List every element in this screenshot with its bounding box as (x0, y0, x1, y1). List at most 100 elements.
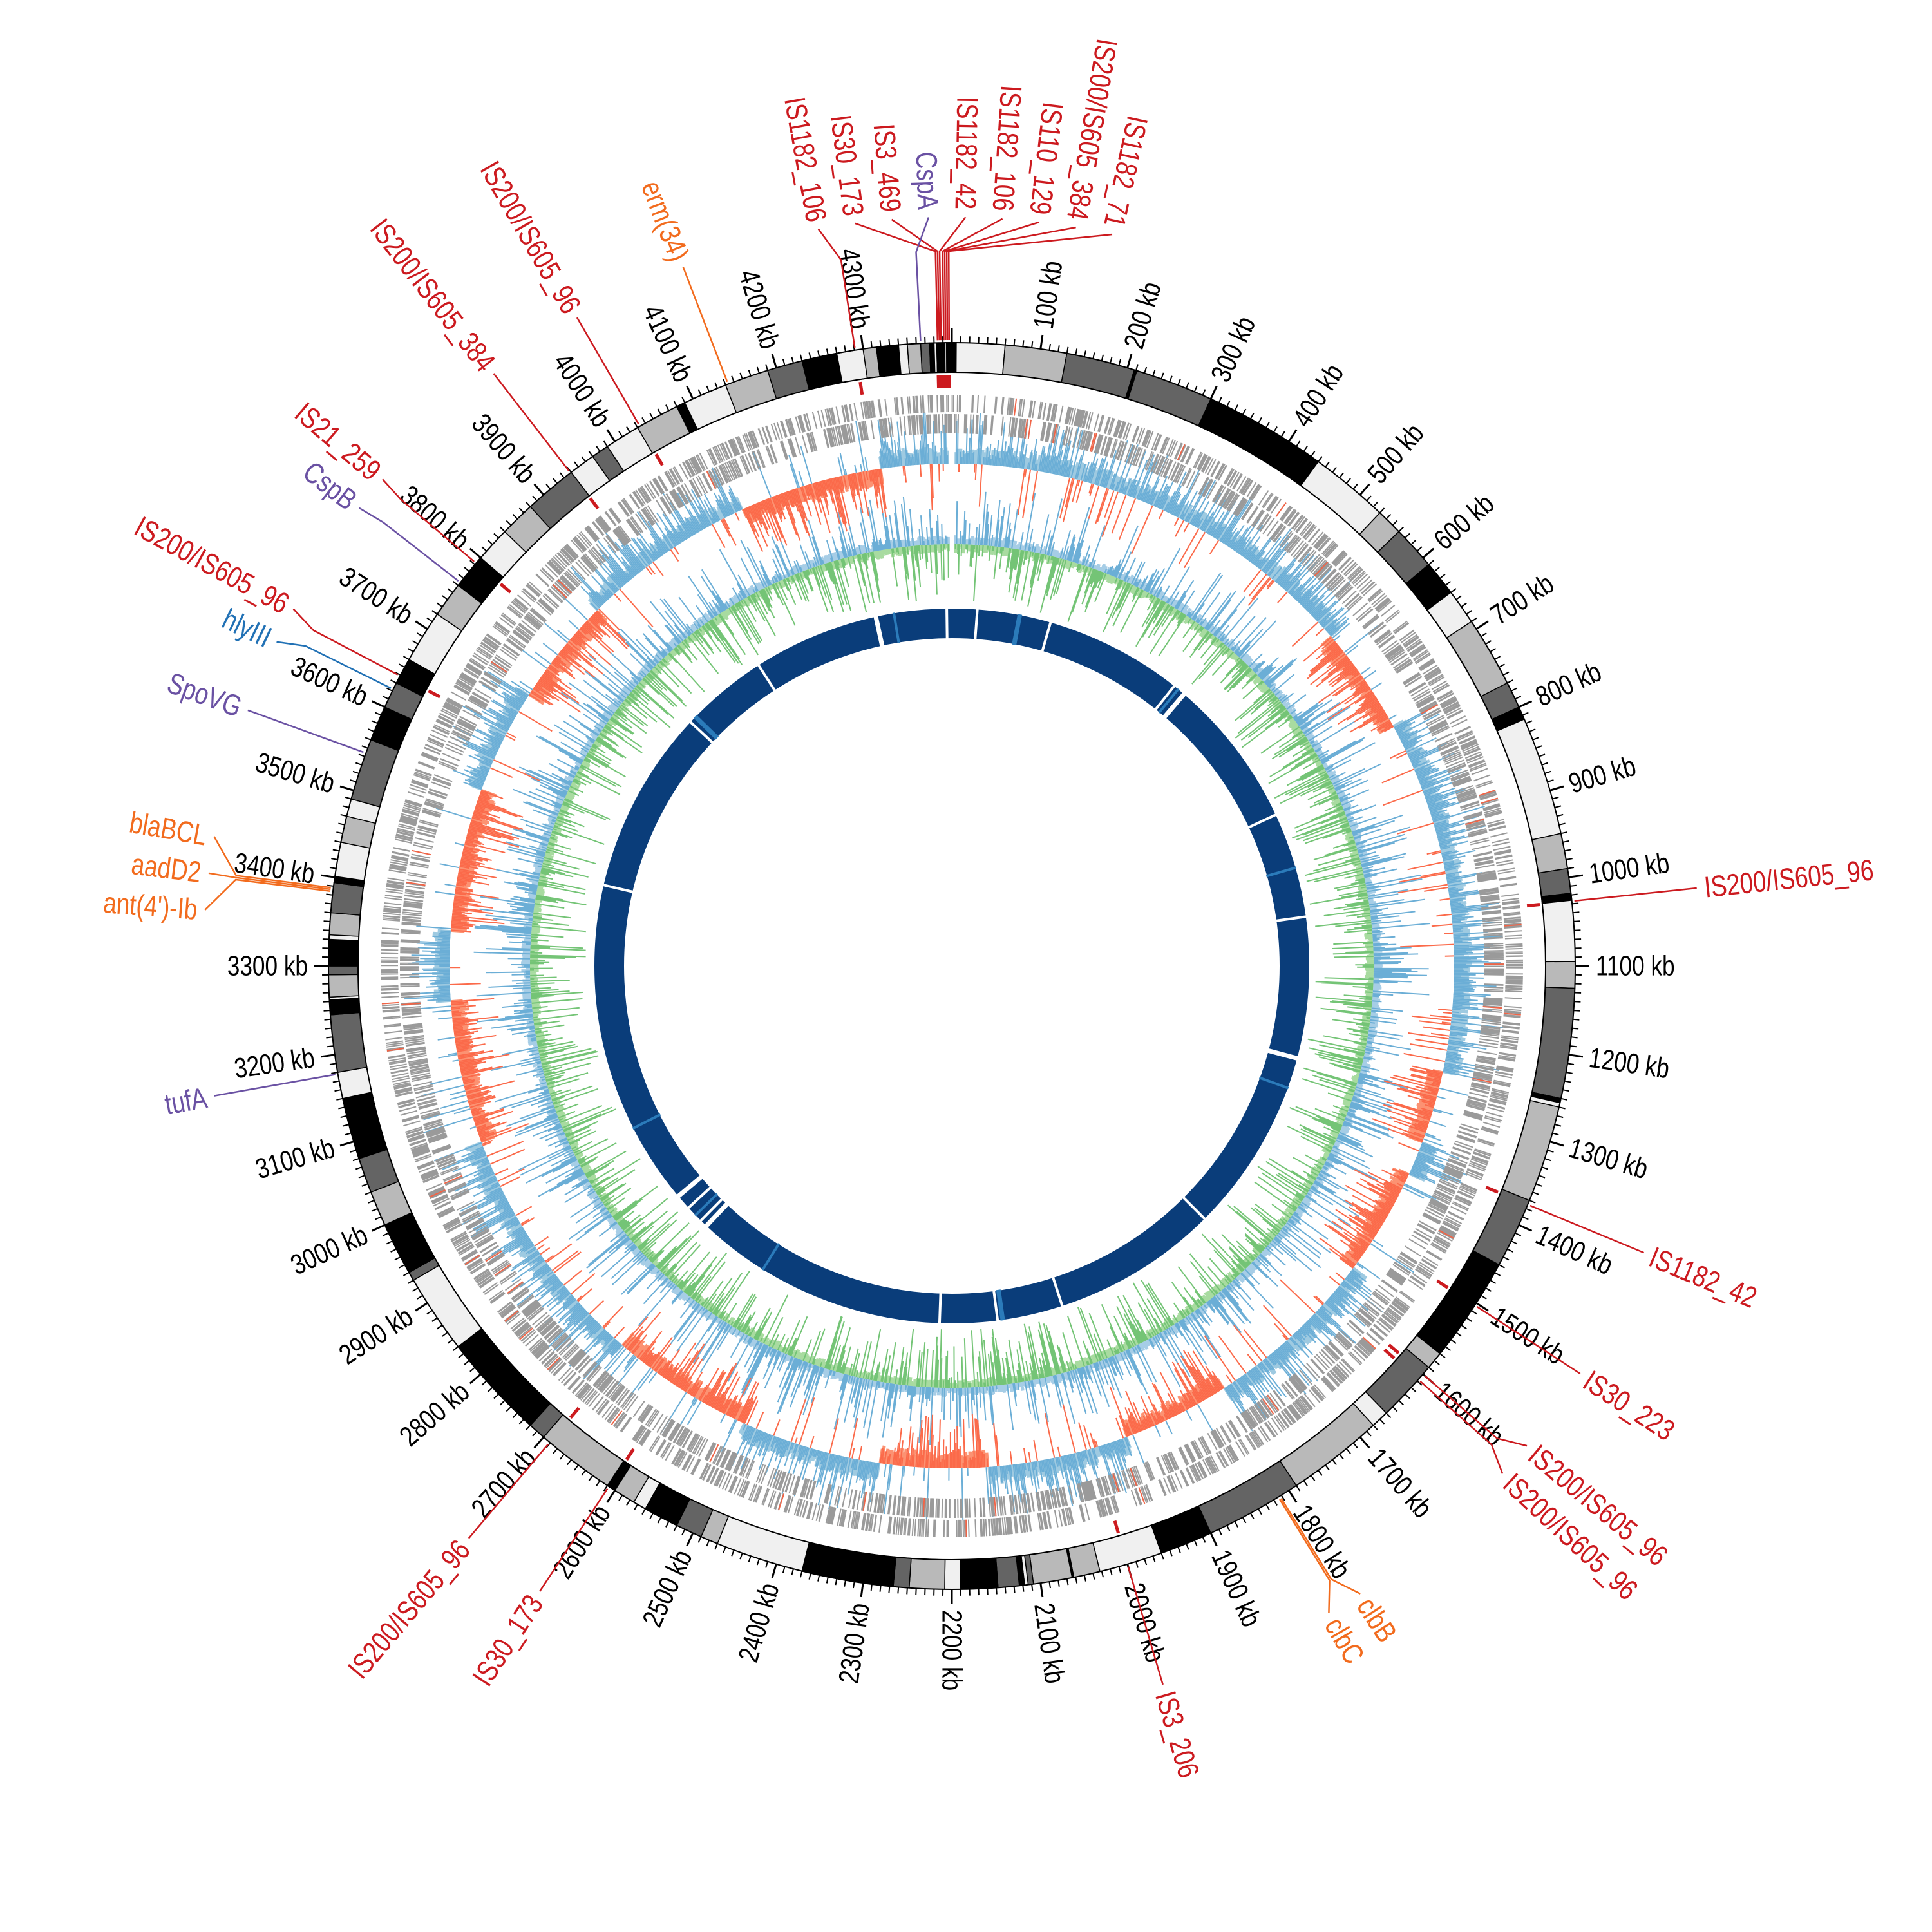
feature-label-cold-shock: tufA (162, 1081, 210, 1121)
ideogram-band (1127, 370, 1212, 427)
ideogram-band (330, 882, 365, 916)
feature-leader-line (945, 226, 1076, 341)
gc-content-low (529, 544, 1374, 1388)
tick-label: 2300 kb (833, 1601, 876, 1685)
ideogram-band (908, 1558, 946, 1590)
tick-label: 3200 kb (232, 1042, 317, 1084)
ideogram-band (955, 342, 1006, 375)
gc-content-high (473, 491, 1431, 1446)
feature-label-IS: IS30_173 (466, 1589, 549, 1692)
gene-track (380, 394, 1524, 1538)
feature-label-IS: IS200/IS605_96 (341, 1533, 477, 1685)
feature-leader-line (493, 373, 570, 471)
feature-label-IS: IS3_206 (1149, 1687, 1206, 1781)
inner-ring-blocks (594, 609, 1309, 1323)
gc-skew-track (404, 410, 1504, 1520)
feature-leader-line (1476, 1305, 1581, 1375)
is-element-mark (936, 375, 940, 388)
feature-label-IS: IS1182_42 (949, 97, 985, 210)
feature-label-IS: IS1182_106 (778, 95, 833, 225)
ideogram-band (995, 1555, 1020, 1589)
feature-label-cold-shock: SpoVG (163, 666, 246, 723)
tick-label: 3000 kb (286, 1219, 372, 1281)
tick-label: 3700 kb (334, 561, 419, 631)
tick-label: 1700 kb (1362, 1443, 1439, 1524)
feature-leader-line (938, 216, 967, 341)
tick-label: 4000 kb (547, 348, 617, 433)
ideogram-band (1542, 900, 1576, 963)
inner-ring-gap (1158, 688, 1180, 714)
tick-label: 300 kb (1205, 312, 1262, 386)
ideogram-band (944, 1559, 961, 1590)
tick-label: 3100 kb (252, 1132, 339, 1185)
feature-leader-line (942, 218, 1003, 341)
tick-label: 1000 kb (1587, 848, 1671, 890)
inner-ring-gap (761, 1243, 781, 1271)
feature-leader-line (468, 1443, 549, 1539)
tick-label: 2200 kb (936, 1610, 968, 1690)
genes-reverse-strand (399, 413, 1504, 1519)
tick-label: 500 kb (1362, 418, 1430, 490)
minor-ticks (322, 336, 1582, 1596)
feature-leader-line (292, 608, 399, 676)
feature-leader-line (855, 222, 939, 341)
inner-ring-gap (1267, 1048, 1299, 1061)
feature-label-IS: IS1182_42 (1645, 1240, 1762, 1314)
feature-label-IS: IS200/IS605_96 (129, 509, 295, 620)
inner-ring-gap (1258, 1076, 1289, 1090)
ideogram-band (328, 998, 361, 1016)
tick-label: 100 kb (1028, 259, 1068, 331)
inner-ring-gap (1247, 813, 1277, 829)
inner-ring-gap (689, 721, 714, 744)
tick-label: 1100 kb (1596, 951, 1675, 982)
inner-ring-gap (1182, 1196, 1206, 1220)
is-element-mark (654, 453, 664, 466)
is-element-mark (589, 497, 600, 510)
feature-label-IS: IS200/IS605_96 (474, 155, 588, 319)
inner-ring-gap (1012, 614, 1023, 645)
feature-leader-line (1424, 1375, 1528, 1447)
genes-forward-strand (380, 394, 1524, 1538)
is-element-mark (499, 582, 512, 594)
feature-leader-line (213, 836, 331, 889)
inner-ring-gap (1162, 692, 1186, 719)
ideogram-band (328, 974, 359, 998)
ideogram-band (1416, 1249, 1500, 1355)
gc-content-track (473, 491, 1431, 1446)
inner-ring-gap (1041, 621, 1052, 652)
gc-skew-positive (404, 410, 1504, 1520)
feature-leader-line (915, 217, 930, 341)
is-element-mark (569, 1406, 580, 1419)
ideogram-band (1002, 344, 1068, 383)
tick-label: 1400 kb (1531, 1219, 1618, 1281)
inner-ring-gap (693, 714, 719, 740)
tick-label: 200 kb (1118, 278, 1167, 352)
is-element-mark (625, 1448, 635, 1461)
chromosome-ideogram (328, 342, 1576, 1590)
tick-label: 4100 kb (637, 300, 699, 386)
is-element-mark (858, 381, 864, 395)
feature-leader-line (204, 878, 331, 911)
is-element-mark (1436, 1279, 1449, 1289)
ideogram-band (1472, 1188, 1530, 1265)
ideogram-band (1446, 621, 1508, 697)
feature-leader-line (576, 317, 639, 425)
feature-leader-line (214, 1074, 336, 1097)
is-element-mark (1113, 1520, 1120, 1534)
feature-leader-line (539, 1488, 609, 1592)
tick-label: 1800 kb (1287, 1499, 1357, 1584)
ideogram-outline-inner (357, 372, 1546, 1560)
ideogram-band (945, 342, 952, 373)
feature-label-IS: IS1182_106 (987, 84, 1028, 213)
feature-leader-line (891, 218, 940, 341)
tick-label: 800 kb (1531, 656, 1606, 713)
inner-ring-gap (1154, 685, 1176, 711)
feature-label-resistance: ant(4')-Ib (102, 886, 199, 926)
tick-label: 2400 kb (733, 1580, 786, 1666)
inner-ring-gap (996, 1289, 1005, 1321)
feature-leader-line (1419, 1380, 1504, 1474)
is-element-mark (1388, 1343, 1400, 1355)
feature-leader-line (1280, 1497, 1361, 1595)
feature-leader-line (276, 641, 392, 689)
